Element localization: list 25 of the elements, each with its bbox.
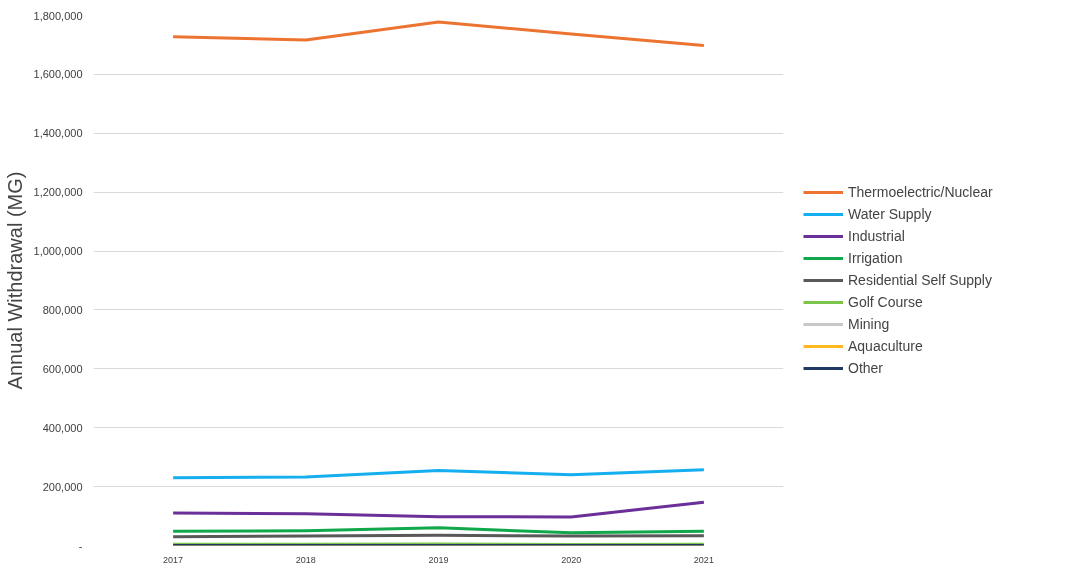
y-tick-label: 1,800,000 [33,9,83,22]
y-tick-label: 1,000,000 [33,245,83,258]
y-tick-label: 600,000 [42,362,83,375]
legend-label: Water Supply [848,206,932,222]
y-tick-label: 1,600,000 [33,68,83,81]
legend-label: Aquaculture [848,338,923,354]
legend-label: Golf Course [848,294,923,310]
legend-label: Mining [848,316,890,332]
legend-label: Other [848,360,884,376]
legend-label: Residential Self Supply [848,272,992,288]
y-tick-label: 800,000 [42,303,83,316]
x-tick-label: 2018 [295,554,316,565]
legend-label: Irrigation [848,250,903,266]
legend-label: Thermoelectric/Nuclear [848,184,993,200]
x-tick-label: 2019 [428,554,449,565]
y-tick-label: - [78,539,83,552]
x-tick-label: 2021 [693,554,714,565]
x-tick-label: 2017 [163,554,184,565]
y-tick-label: 1,400,000 [33,127,83,140]
x-tick-label: 2020 [561,554,582,565]
y-axis-title: Annual Withdrawal (MG) [3,171,26,390]
y-tick-label: 400,000 [42,421,83,434]
y-tick-label: 1,200,000 [33,186,83,199]
legend-label: Industrial [848,228,905,244]
y-tick-label: 200,000 [42,480,83,493]
